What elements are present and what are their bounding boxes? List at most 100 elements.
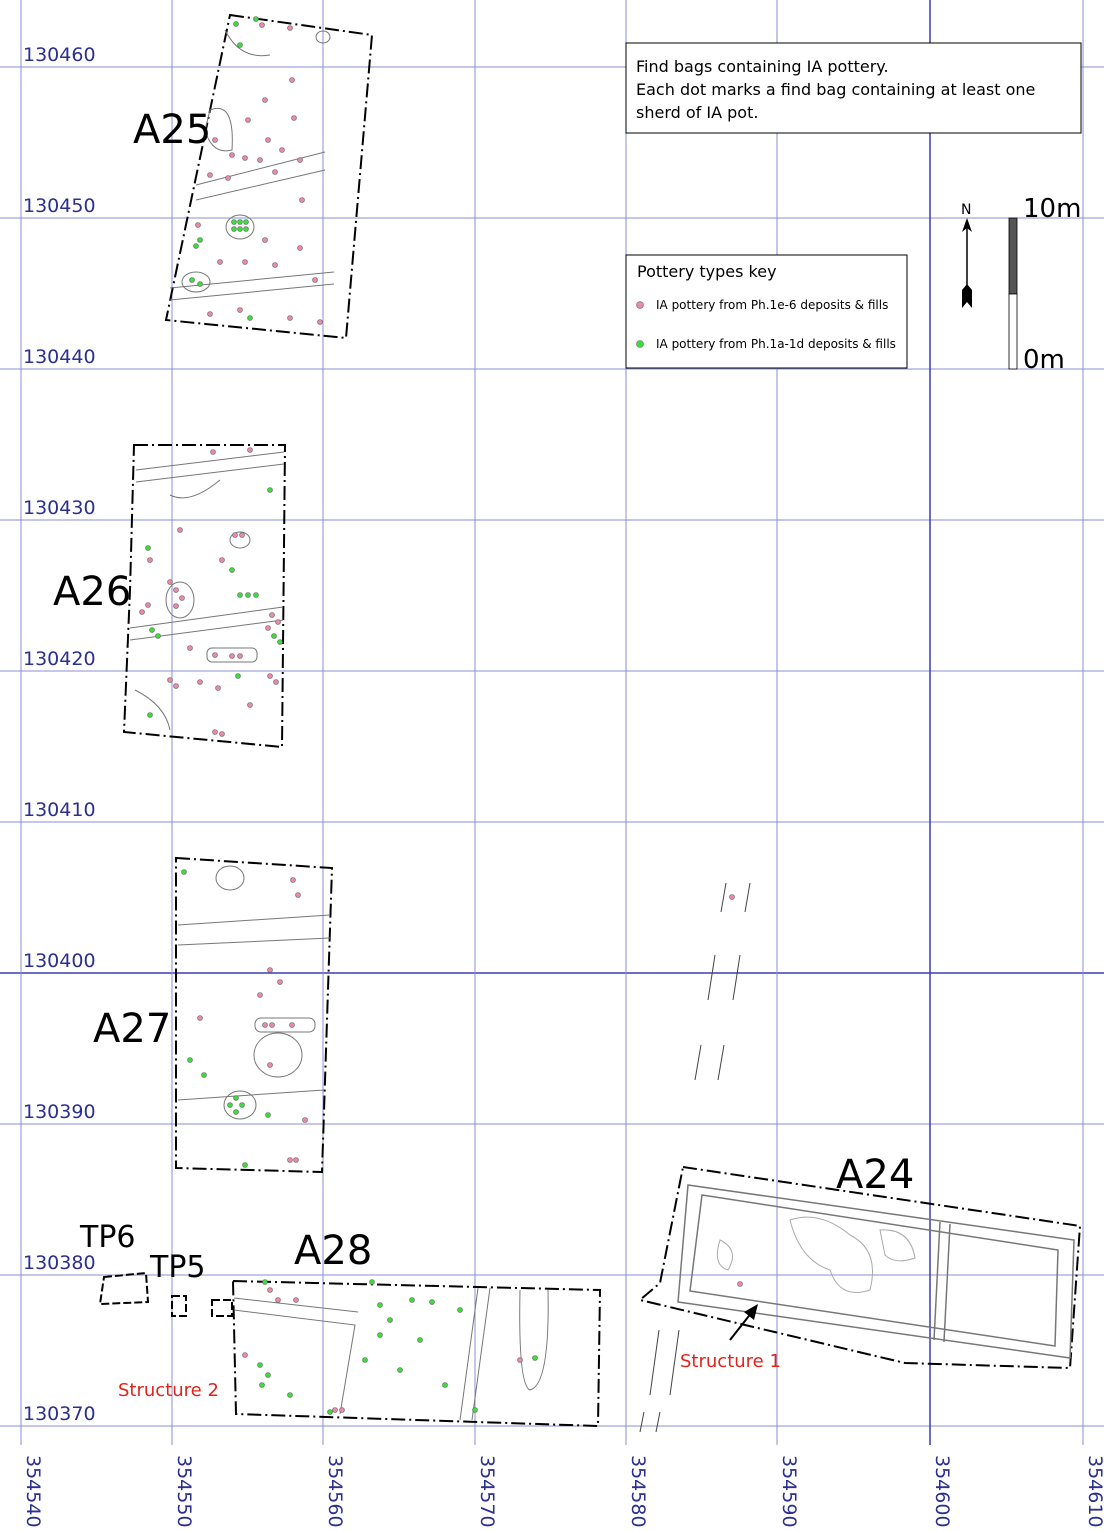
pottery-dot-late: [272, 169, 278, 175]
pottery-dot-early: [247, 315, 253, 321]
info-box-line: sherd of IA pot.: [636, 103, 758, 122]
pottery-dot-early: [237, 592, 243, 598]
pottery-dot-late: [173, 683, 179, 689]
linear-feature: [694, 1044, 702, 1081]
easting-labels: 354540 354550 354560 354570 354580 35459…: [22, 1455, 1104, 1528]
pottery-dot-late: [237, 307, 243, 313]
pottery-dot-early: [237, 42, 243, 48]
trench-a25-feature: [204, 108, 233, 152]
pottery-dot-late: [147, 557, 153, 563]
pottery-dot-early: [532, 1355, 538, 1361]
pottery-dot-early: [233, 21, 239, 27]
northing-label: 130410: [23, 799, 96, 821]
trench-a28-feature: [471, 1287, 491, 1421]
pottery-dot-late: [267, 673, 273, 679]
pottery-dot-late: [729, 894, 735, 900]
trench-a24-boundary: [637, 1165, 1082, 1370]
trench-a25-feature: [315, 30, 331, 44]
pottery-dot-late: [267, 967, 273, 973]
pottery-dot-late: [257, 157, 263, 163]
easting-label: 354610: [1084, 1455, 1104, 1528]
pottery-dot-late: [259, 22, 265, 28]
linear-features: [639, 882, 751, 1433]
trench-a26-section: [135, 463, 285, 483]
key-label-early: IA pottery from Ph.1a-1d deposits & fill…: [656, 337, 896, 351]
pottery-dot-late: [262, 237, 268, 243]
pottery-dot-late: [247, 702, 253, 708]
pottery-dot-early: [197, 237, 203, 243]
trench-a27-feature: [223, 1090, 257, 1120]
pottery-dot-early: [231, 219, 237, 225]
pottery-dot-late: [212, 652, 218, 658]
trench-a25: [164, 13, 374, 340]
pottery-dot-early: [197, 281, 203, 287]
pottery-dot-early: [457, 1307, 463, 1313]
easting-label: 354580: [627, 1455, 649, 1528]
pottery-dot-early: [287, 1392, 293, 1398]
pottery-dot-early: [239, 1102, 245, 1108]
easting-label: 354570: [476, 1455, 498, 1528]
pottery-dot-late: [257, 992, 263, 998]
pottery-dot-late: [339, 1407, 345, 1413]
linear-feature: [732, 954, 741, 1001]
pottery-dot-late: [247, 447, 253, 453]
small-outline: [211, 1299, 233, 1317]
northing-label: 130450: [23, 195, 96, 217]
pottery-dot-early: [189, 277, 195, 283]
trench-a27: [175, 856, 334, 1174]
pottery-dot-early: [417, 1337, 423, 1343]
pottery-dot-late: [262, 97, 268, 103]
trench-a27-boundary: [175, 856, 334, 1174]
trench-a25-section: [195, 151, 326, 186]
info-box: Find bags containing IA pottery. Each do…: [625, 42, 1082, 134]
pottery-dot-late: [145, 602, 151, 608]
pottery-dot-early: [259, 1382, 265, 1388]
pottery-dot-late: [173, 587, 179, 593]
pottery-dot-early: [369, 1279, 375, 1285]
pottery-dot-late: [197, 679, 203, 685]
easting-label: 354590: [778, 1455, 800, 1528]
info-box-line: Find bags containing IA pottery.: [636, 57, 889, 76]
pottery-dot-late: [167, 579, 173, 585]
pottery-dot-early: [229, 567, 235, 573]
trench-a26-feature: [165, 581, 195, 619]
tp5-outline: [171, 1295, 187, 1317]
pottery-dot-early: [377, 1332, 383, 1338]
pottery-dot-late: [517, 1357, 523, 1363]
trench-a25-section: [169, 283, 335, 301]
pottery-dot-late: [297, 245, 303, 251]
trench-a26-section: [129, 606, 284, 629]
trench-a26-section: [135, 451, 285, 471]
pottery-dot-early: [235, 673, 241, 679]
pottery-dot-early: [237, 219, 243, 225]
pottery-dot-late: [265, 137, 271, 143]
pottery-dot-early: [243, 226, 249, 232]
trench-a28: [231, 1279, 602, 1428]
pottery-dot-early: [231, 226, 237, 232]
pottery-dot-late: [219, 557, 225, 563]
linear-feature: [669, 1329, 680, 1396]
pottery-dot-late: [277, 979, 283, 985]
pottery-dot-late: [239, 532, 245, 538]
pottery-dot-early: [253, 592, 259, 598]
pottery-dot-late: [229, 653, 235, 659]
pottery-dot-late: [287, 1157, 293, 1163]
scale-bar-bottom-label: 0m: [1023, 345, 1065, 375]
pottery-dot-late: [295, 892, 301, 898]
trench-a24-feature: [879, 1229, 916, 1262]
pottery-dot-early: [362, 1357, 368, 1363]
pottery-dot-early: [409, 1297, 415, 1303]
key-label-late: IA pottery from Ph.1e-6 deposits & fills: [656, 298, 888, 312]
pottery-dot-late: [737, 1281, 743, 1287]
pottery-dot-late: [289, 1022, 295, 1028]
area-label-a28: A28: [294, 1228, 372, 1274]
pottery-dot-late: [229, 152, 235, 158]
pottery-dot-late: [167, 677, 173, 683]
northing-label: 130440: [23, 346, 96, 368]
area-label-a26: A26: [53, 569, 131, 615]
trench-a25-feature: [225, 214, 255, 240]
pottery-dot-early: [257, 1362, 263, 1368]
pottery-dot-early: [245, 592, 251, 598]
trench-a27-section: [177, 914, 331, 926]
pottery-dot-early: [145, 545, 151, 551]
